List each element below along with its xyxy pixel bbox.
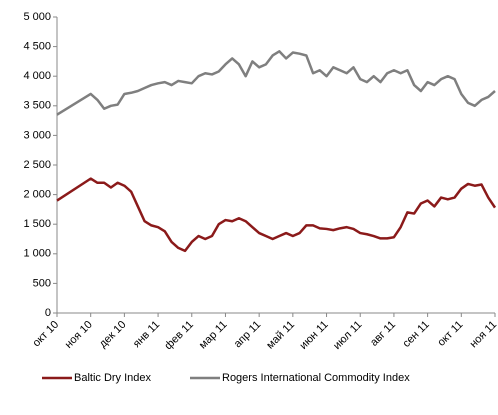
series-line (56, 50, 496, 116)
x-tick-label: мар 11 (197, 319, 230, 352)
y-tick-label: 2 000 (23, 189, 51, 201)
y-tick-label: 500 (33, 277, 51, 289)
x-tick-label: ноя 11 (468, 319, 498, 351)
y-tick-label: 3 500 (23, 100, 51, 112)
y-tick-label: 4 000 (23, 70, 51, 82)
x-tick-label: фев 11 (162, 319, 196, 353)
y-tick-label: 1 500 (23, 218, 51, 230)
legend-label: Baltic Dry Index (74, 372, 152, 384)
legend-label: Rogers International Commodity Index (222, 372, 410, 384)
x-tick-label: апр 11 (232, 319, 264, 351)
y-tick-label: 4 500 (23, 41, 51, 53)
x-tick-label: авг 11 (368, 319, 398, 349)
x-tick-label: окт 10 (30, 319, 61, 350)
series-line (56, 177, 497, 253)
x-tick-label: дек 10 (97, 319, 129, 351)
y-tick-label: 1 000 (23, 248, 51, 260)
x-tick-label: май 11 (264, 319, 297, 352)
x-tick-label: июн 11 (298, 319, 331, 352)
y-tick-label: 0 (45, 307, 51, 319)
x-tick-label: окт 11 (435, 319, 465, 349)
y-tick-label: 2 500 (23, 159, 51, 171)
x-tick-label: сен 11 (401, 319, 432, 350)
x-tick-label: ноя 10 (63, 319, 95, 351)
y-tick-label: 5 000 (23, 11, 51, 23)
y-tick-label: 3 000 (23, 129, 51, 141)
x-tick-label: июл 11 (331, 319, 364, 352)
x-tick-label: янв 11 (131, 319, 162, 350)
